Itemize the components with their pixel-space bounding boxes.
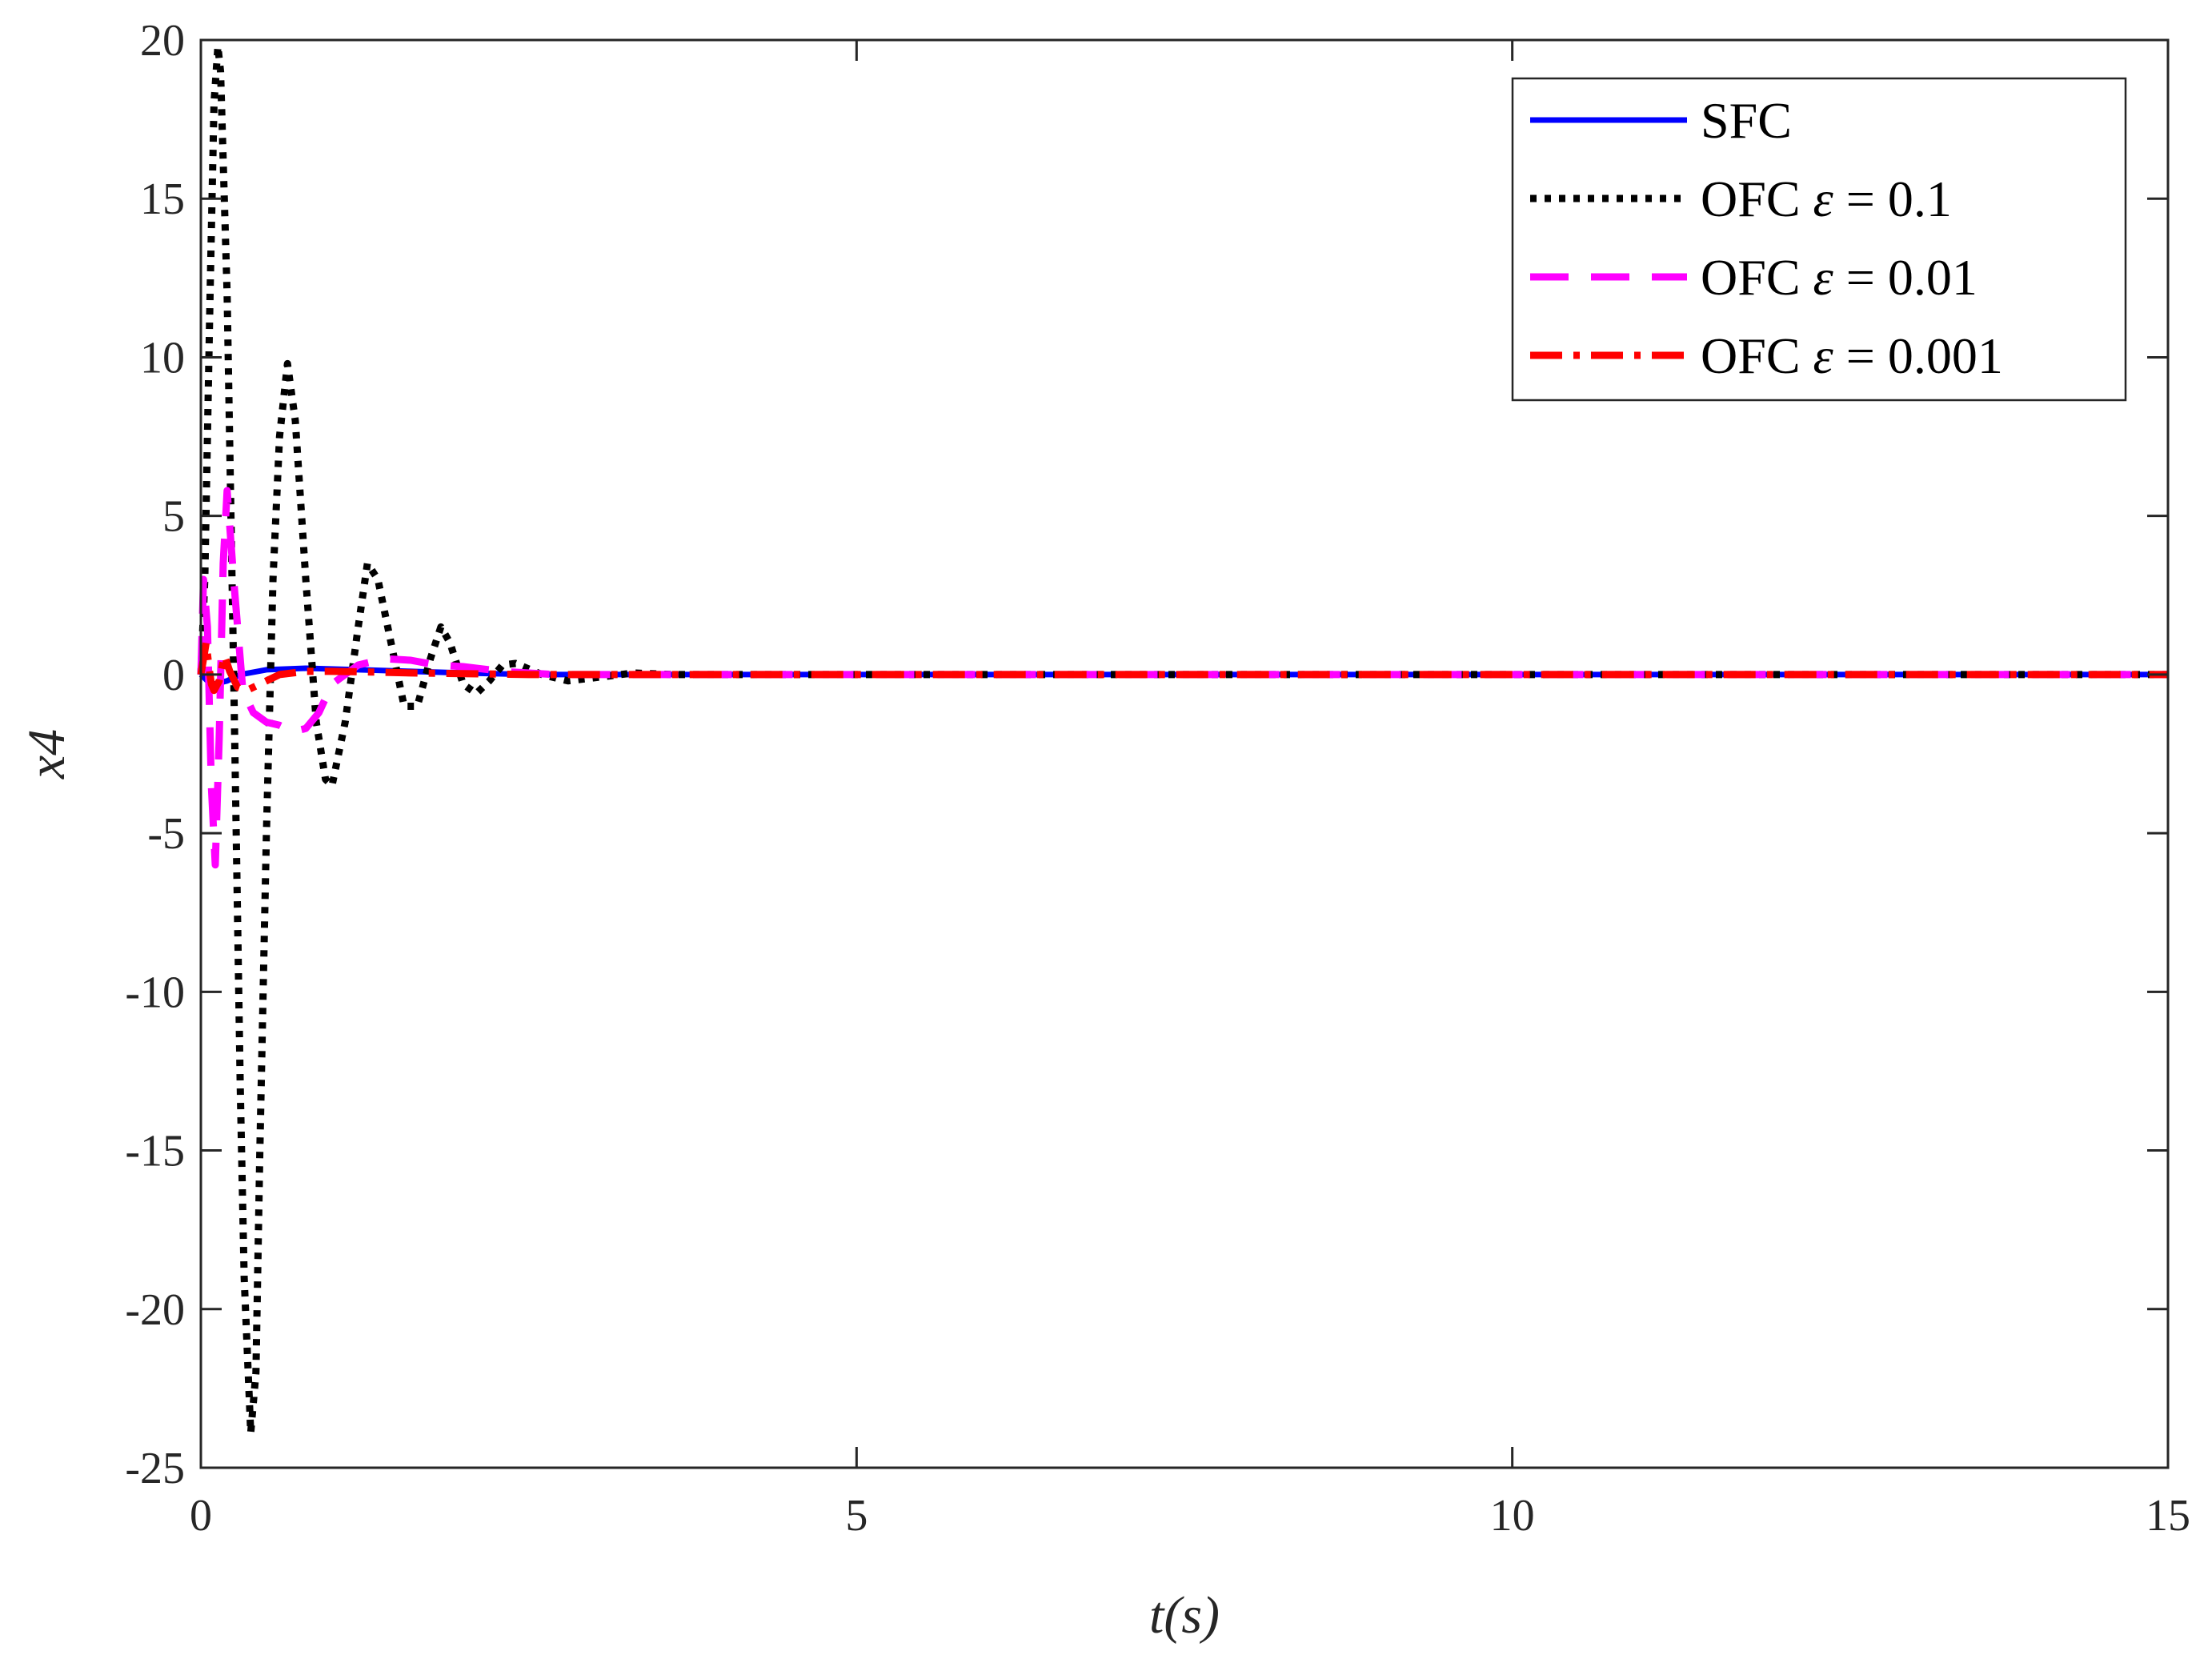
series-line-3 <box>197 639 2168 695</box>
plot-frame <box>199 38 2170 1469</box>
y-tick-label-9: -25 <box>125 1444 185 1493</box>
x-tick-label-0: 0 <box>190 1491 212 1541</box>
y-tick-label-0: 20 <box>140 16 185 66</box>
legend-label-eps-1: ε <box>1813 170 1834 227</box>
legend-label-suffix-3: = 0.001 <box>1833 327 2003 384</box>
legend-label-suffix-2: = 0.01 <box>1833 249 1978 306</box>
legend-label-1: OFC ε = 0.1 <box>1701 170 1952 227</box>
y-tick-label-7: -15 <box>125 1127 185 1176</box>
y-tick-label-1: 15 <box>140 174 185 224</box>
y-axis-title: x4 <box>18 729 76 779</box>
x-tick-label-1: 5 <box>845 1491 868 1541</box>
legend-label-suffix-1: = 0.1 <box>1833 170 1952 227</box>
y-tick-label-8: -20 <box>125 1285 185 1335</box>
legend-label-eps-2: ε <box>1813 249 1834 306</box>
y-tick-label-4: 0 <box>162 651 185 700</box>
legend-label-2: OFC ε = 0.01 <box>1701 249 1978 306</box>
legend-label-eps-3: ε <box>1813 327 1834 384</box>
legend-label-prefix-0: SFC <box>1701 92 1792 149</box>
y-tick-label-2: 10 <box>140 333 185 383</box>
legend-label-prefix-2: OFC <box>1701 249 1813 306</box>
legend-label-prefix-3: OFC <box>1701 327 1813 384</box>
legend-label-prefix-1: OFC <box>1701 170 1813 227</box>
x-tick-labels: 0 5 10 15 <box>190 1491 2190 1541</box>
legend-label-3: OFC ε = 0.001 <box>1701 327 2003 384</box>
x-tick-label-3: 15 <box>2146 1491 2190 1541</box>
y-tick-labels: 20 15 10 5 0 -5 -10 -15 -20 -25 <box>125 16 185 1493</box>
y-tick-label-5: -5 <box>147 809 185 859</box>
series-line-1 <box>197 42 2168 1437</box>
series-layer <box>197 42 2168 1437</box>
series-line-2 <box>197 487 2168 869</box>
legend-box <box>1511 77 2127 402</box>
x-tick-label-2: 10 <box>1490 1491 1535 1541</box>
y-tick-label-3: 5 <box>162 492 185 542</box>
y-tick-label-6: -10 <box>125 968 185 1017</box>
x-axis-title: t(s) <box>1149 1586 1220 1645</box>
legend-label-0: SFC <box>1701 92 1792 149</box>
